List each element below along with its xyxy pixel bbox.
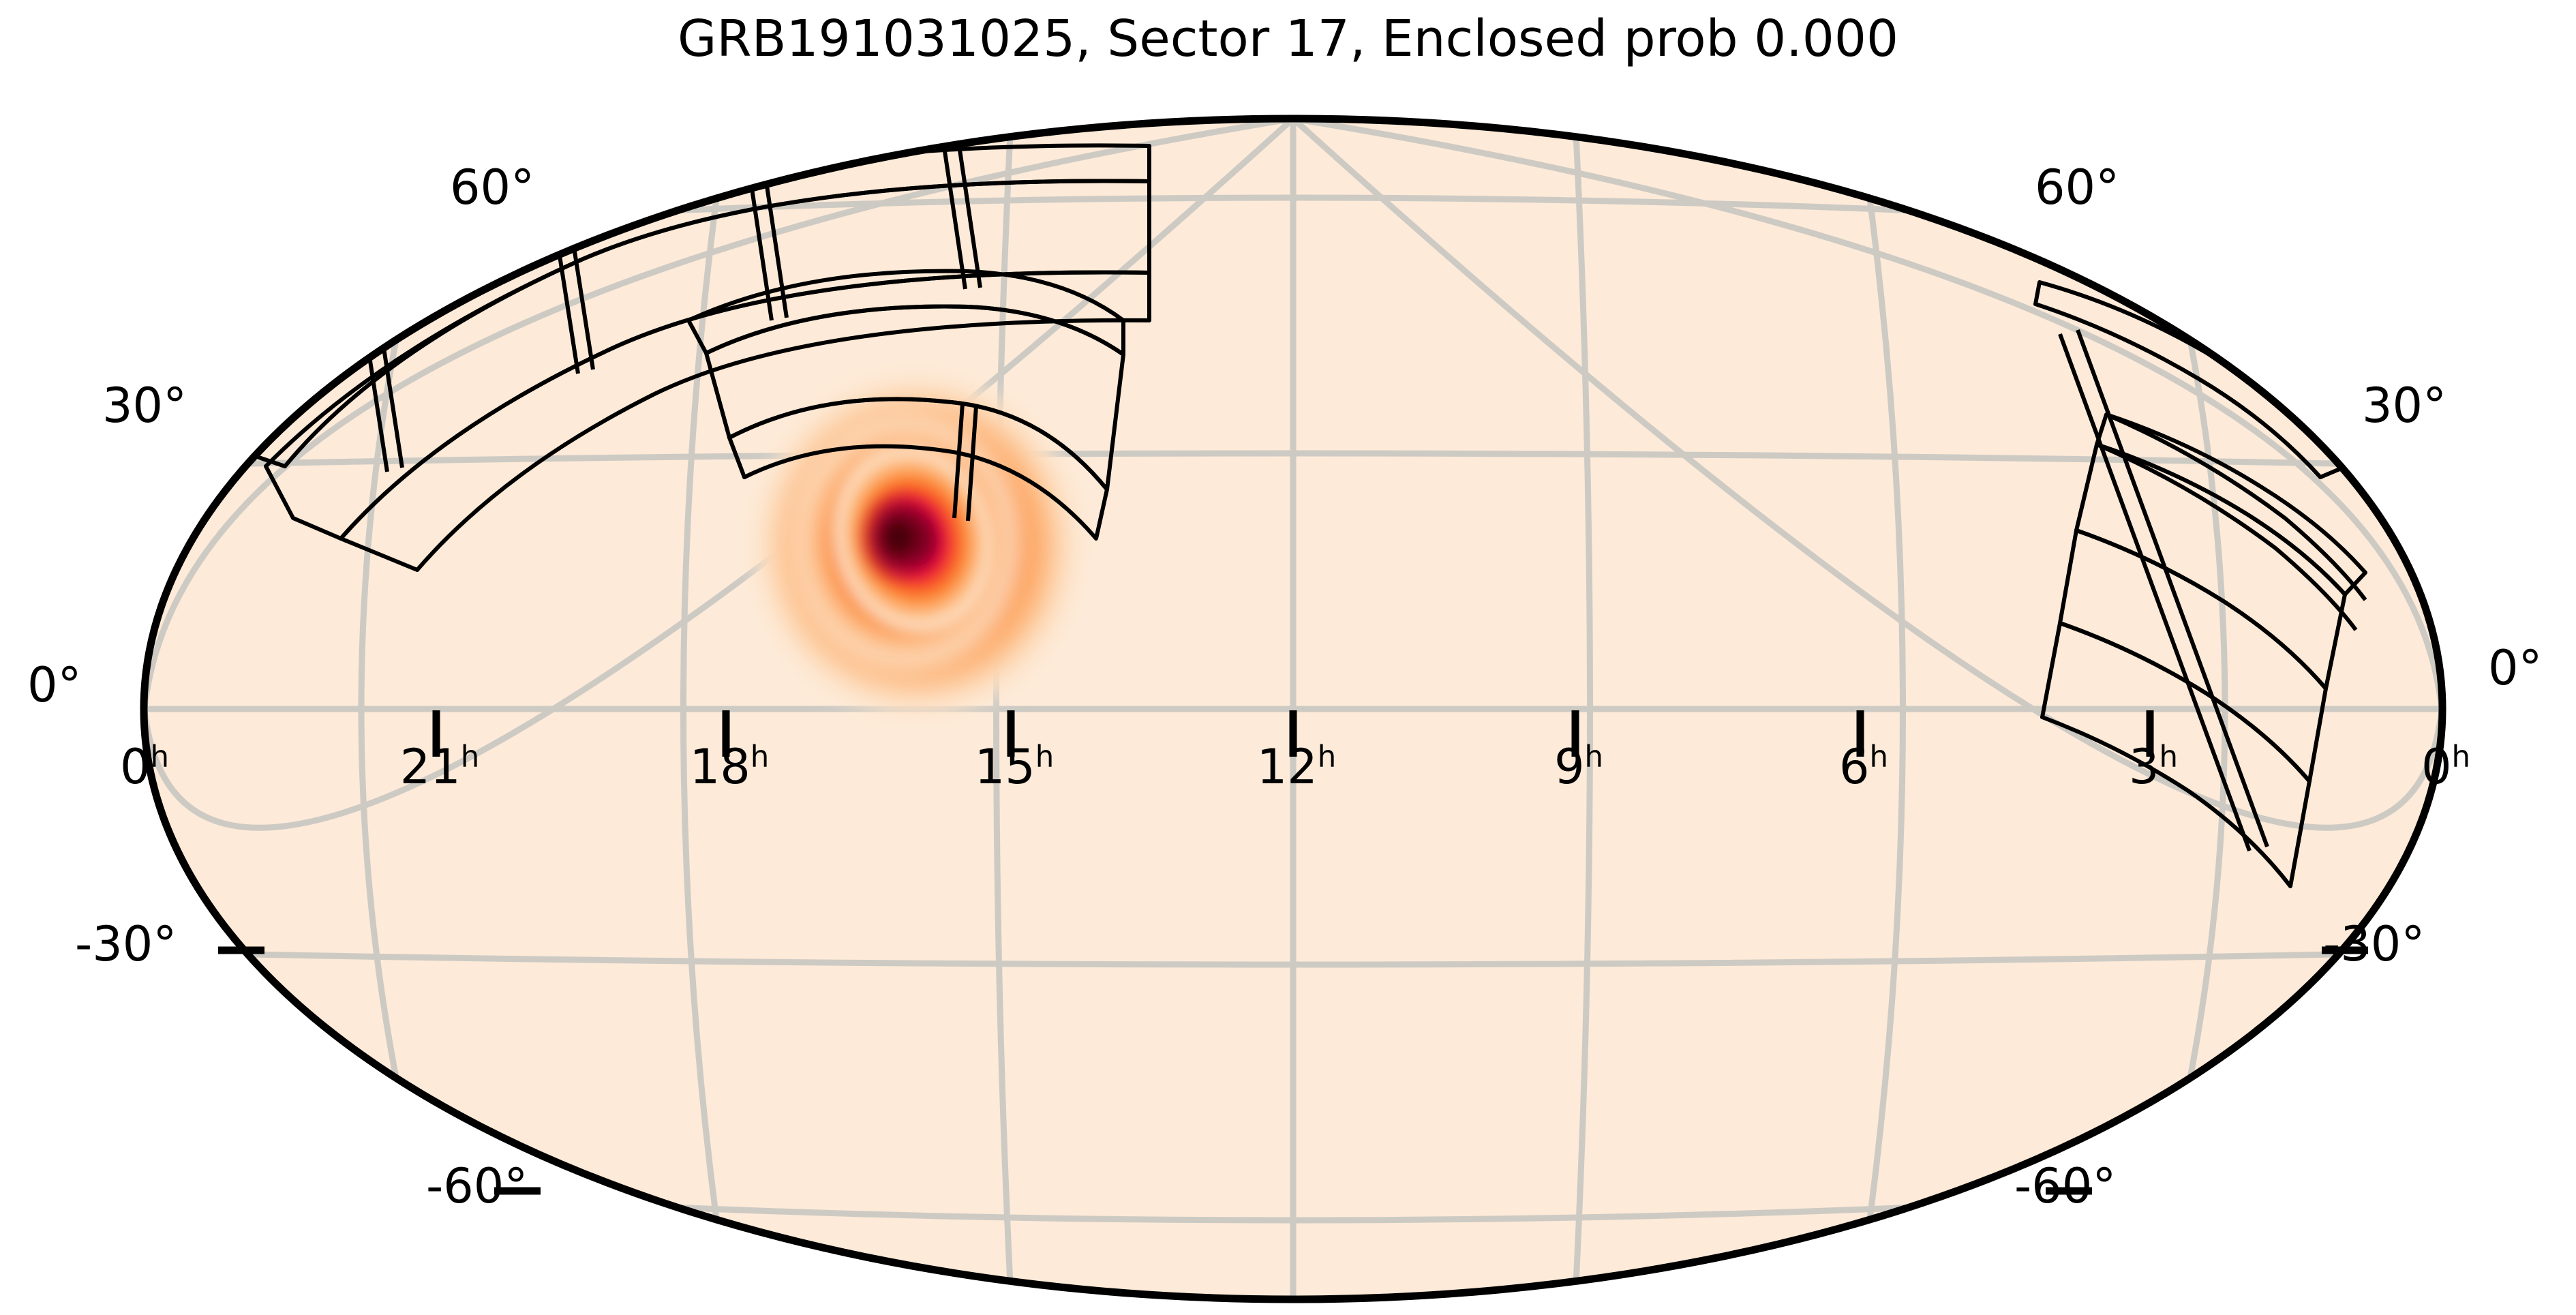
dec-label-right-minus60: -60° [2014,1158,2117,1214]
dec-label-right-60: 60° [2035,160,2120,215]
ra-tick-label-21h: 21h [399,739,480,795]
dec-label-left-0: 0° [27,657,82,713]
tess-footprint-northeast [2033,280,2367,888]
localization-heatmap [755,376,1079,714]
ra-tick-label-3h: 3h [2128,739,2179,795]
dec-label-left-minus30: -30° [75,916,177,972]
ra-tick-label-12h: 12h [1256,739,1337,795]
tess-footprint-northwest [249,143,1151,572]
ra-tick-label-18h: 18h [689,739,770,795]
ra-tick-label-9h: 9h [1554,739,1604,795]
ra-tick-label-0h-left: 0h [119,739,170,795]
ra-tick-label-0h-right: 0h [2421,739,2471,795]
dec-label-left-60: 60° [450,160,535,215]
ra-tick-label-6h: 6h [1838,739,1889,795]
dec-tick-marks [218,946,2368,1195]
probability-peak [858,489,939,585]
dec-label-left-minus60: -60° [426,1158,528,1214]
dec-label-right-0: 0° [2488,640,2543,696]
dec-label-right-minus30: -30° [2323,916,2425,972]
dec-label-right-30: 30° [2362,378,2447,434]
page-title: GRB191031025, Sector 17, Enclosed prob 0… [677,10,1899,68]
ra-tick-label-15h: 15h [974,739,1055,795]
ra-tick-marks [432,710,2154,757]
projection-limb-outline [140,115,2446,1303]
dec-label-left-30: 30° [102,378,187,434]
